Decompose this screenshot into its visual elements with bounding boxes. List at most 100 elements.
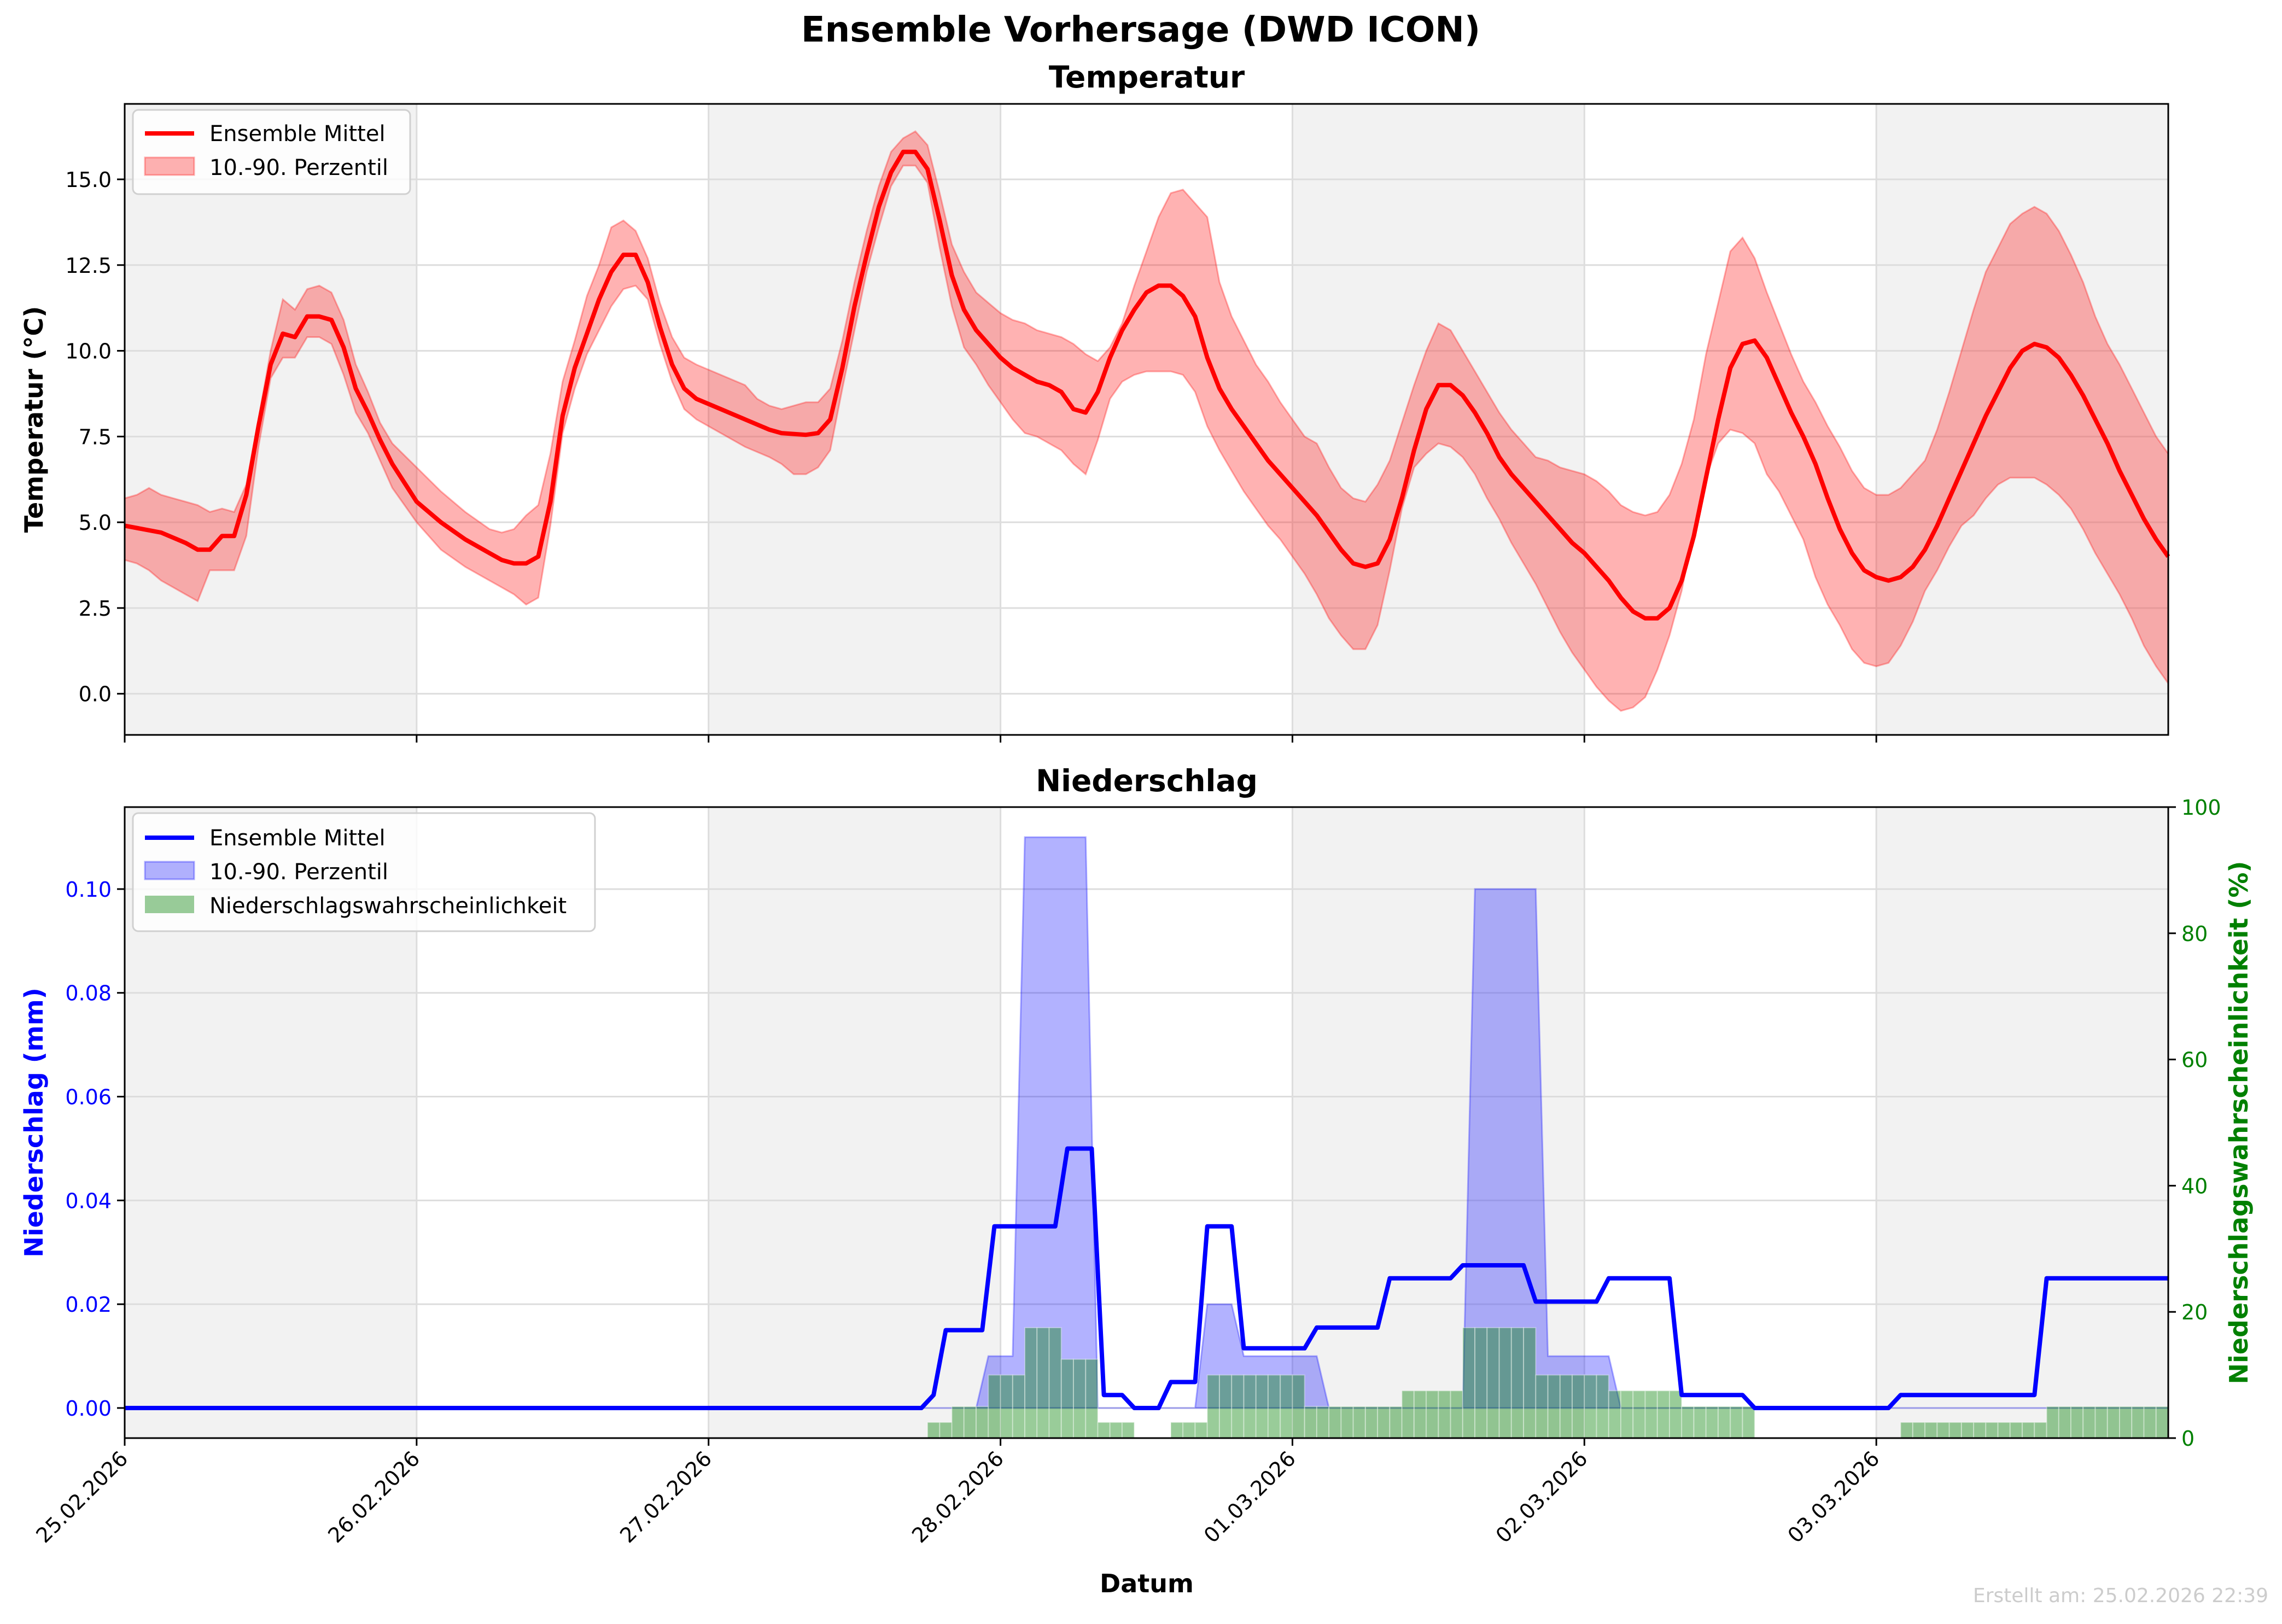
probability-bar bbox=[1243, 1374, 1257, 1439]
legend-label-mean: Ensemble Mittel bbox=[209, 826, 386, 851]
legend-label-band: 10.-90. Perzentil bbox=[209, 860, 388, 885]
probability-bar bbox=[2106, 1406, 2121, 1439]
probability-bar bbox=[1912, 1422, 1926, 1439]
grid-lines bbox=[125, 104, 2168, 735]
probability-bar bbox=[1498, 1327, 1512, 1439]
legend-box bbox=[132, 812, 596, 932]
day-shade bbox=[1876, 104, 2168, 735]
probability-bar bbox=[2009, 1422, 2023, 1439]
precipitation-legend: Ensemble Mittel 10.-90. Perzentil Nieder… bbox=[132, 812, 596, 932]
probability-bar bbox=[1316, 1406, 1330, 1439]
probability-bar bbox=[1206, 1374, 1220, 1439]
probability-bar bbox=[1097, 1422, 1111, 1439]
temperature-panel: Temperatur 0.0 2.5 5.0 7.5 10.0 12.5 15.0 Temp… bbox=[19, 60, 2170, 743]
probability-bar bbox=[1705, 1406, 1719, 1439]
night-shading bbox=[125, 104, 2168, 735]
probability-bar bbox=[1122, 1422, 1135, 1439]
probability-bar bbox=[2058, 1406, 2072, 1439]
day-shade bbox=[1876, 807, 2168, 1438]
probability-bar bbox=[1377, 1406, 1391, 1439]
probability-y2-ticks: 0 20 40 60 80 100 bbox=[2168, 796, 2221, 1451]
probability-bar bbox=[1109, 1422, 1123, 1439]
probability-bar bbox=[1656, 1390, 1671, 1439]
x-tick-label: 01.03.2026 bbox=[1199, 1446, 1300, 1547]
temperature-mean-line bbox=[124, 149, 2170, 621]
x-tick-label: 28.02.2026 bbox=[907, 1446, 1008, 1547]
y-tick-label: 0.02 bbox=[65, 1293, 112, 1317]
y-tick-label: 7.5 bbox=[79, 425, 112, 449]
day-shade bbox=[708, 104, 1001, 735]
probability-bar bbox=[1584, 1374, 1597, 1439]
y-tick-label: 15.0 bbox=[65, 168, 112, 192]
probability-bar bbox=[1450, 1390, 1463, 1439]
probability-bar bbox=[963, 1406, 977, 1439]
probability-bar bbox=[1730, 1406, 1743, 1439]
probability-bar bbox=[1936, 1422, 1950, 1439]
probability-bar bbox=[1523, 1327, 1537, 1439]
probability-bar bbox=[1997, 1422, 2011, 1439]
probability-bar bbox=[2022, 1422, 2035, 1439]
probability-bar bbox=[1048, 1327, 1062, 1439]
probability-bar bbox=[1194, 1422, 1208, 1439]
probability-bar bbox=[1182, 1422, 1196, 1439]
probability-bar bbox=[1012, 1374, 1026, 1439]
probability-bar bbox=[2082, 1406, 2096, 1439]
figure-suptitle: Ensemble Vorhersage (DWD ICON) bbox=[801, 10, 1480, 50]
day-shade bbox=[125, 104, 417, 735]
temperature-y-axis-label: Temperatur (°C) bbox=[19, 306, 49, 533]
day-shade bbox=[1292, 807, 1585, 1438]
legend-label-mean: Ensemble Mittel bbox=[209, 121, 386, 147]
probability-bar bbox=[1559, 1374, 1573, 1439]
probability-bar bbox=[1231, 1374, 1245, 1439]
y2-tick-label: 20 bbox=[2181, 1300, 2208, 1324]
probability-bar bbox=[1000, 1374, 1013, 1439]
x-tick-label: 26.02.2026 bbox=[323, 1446, 424, 1547]
precipitation-percentile-band bbox=[125, 836, 2168, 1409]
y-tick-label: 12.5 bbox=[65, 254, 112, 278]
x-tick-label: 25.02.2026 bbox=[31, 1446, 132, 1547]
probability-bar bbox=[2034, 1422, 2047, 1439]
probability-bar bbox=[1985, 1422, 1999, 1439]
y-tick-label: 0.10 bbox=[65, 878, 112, 902]
legend-swatch-band bbox=[144, 156, 195, 176]
probability-bar bbox=[2094, 1406, 2108, 1439]
probability-bar bbox=[1426, 1390, 1439, 1439]
probability-bar bbox=[2143, 1406, 2157, 1439]
probability-bar bbox=[951, 1406, 965, 1439]
probability-bar bbox=[1280, 1374, 1293, 1439]
precipitation-panel: Niederschlag 0.000.020.040.060.080.10 02… bbox=[19, 763, 2254, 1547]
legend-label-band: 10.-90. Perzentil bbox=[209, 155, 388, 180]
probability-bar bbox=[1340, 1406, 1354, 1439]
temperature-axes-frame bbox=[124, 103, 2169, 736]
precipitation-axes-frame bbox=[124, 806, 2169, 1439]
y-tick-label: 0.00 bbox=[65, 1397, 112, 1421]
legend-swatch-band bbox=[144, 861, 195, 880]
legend-box bbox=[132, 109, 411, 195]
y-tick-label: 0.0 bbox=[79, 682, 112, 706]
x-tick-label: 03.03.2026 bbox=[1783, 1446, 1884, 1547]
probability-bar bbox=[1669, 1390, 1683, 1439]
probability-bar bbox=[1085, 1358, 1099, 1439]
x-axis-label: Datum bbox=[1100, 1569, 1194, 1598]
probability-bar bbox=[988, 1374, 1001, 1439]
probability-bar bbox=[1960, 1422, 1975, 1439]
probability-bar bbox=[1328, 1406, 1342, 1439]
probability-bar bbox=[2155, 1406, 2169, 1439]
probability-bar bbox=[1486, 1327, 1500, 1439]
temperature-title: Temperatur bbox=[1049, 60, 1245, 95]
probability-bar bbox=[1547, 1374, 1561, 1439]
probability-bar bbox=[1304, 1406, 1317, 1439]
probability-bar bbox=[1036, 1327, 1050, 1439]
probability-bar bbox=[1632, 1390, 1646, 1439]
probability-bar bbox=[1900, 1422, 1913, 1439]
probability-bar bbox=[1413, 1390, 1427, 1439]
x-tick-label: 27.02.2026 bbox=[615, 1446, 716, 1547]
y2-tick-label: 100 bbox=[2181, 796, 2221, 820]
probability-bar bbox=[1352, 1406, 1366, 1439]
y-tick-label: 10.0 bbox=[65, 340, 112, 364]
probability-bar bbox=[1438, 1390, 1451, 1439]
temperature-y-ticks: 0.0 2.5 5.0 7.5 10.0 12.5 15.0 bbox=[65, 168, 125, 706]
y-tick-label: 5.0 bbox=[79, 511, 112, 535]
probability-bar bbox=[1267, 1374, 1281, 1439]
probability-bar bbox=[1620, 1390, 1634, 1439]
